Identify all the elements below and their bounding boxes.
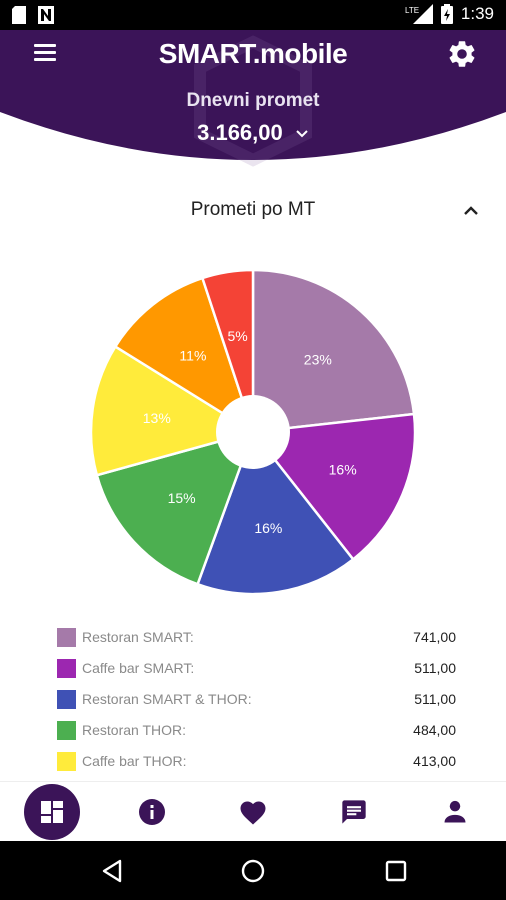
pie-slice[interactable] — [195, 429, 355, 596]
legend-item[interactable]: Caffe bar THOR: 413,00 — [0, 746, 506, 777]
person-icon — [444, 800, 466, 823]
back-triangle-icon — [102, 859, 122, 883]
svg-text:LTE: LTE — [405, 6, 419, 15]
bottom-navigation — [0, 781, 506, 841]
nav-messages-button[interactable] — [304, 782, 404, 842]
pie-slice-label: 13% — [143, 410, 171, 426]
legend-swatch — [57, 721, 76, 740]
chevron-up-icon[interactable] — [456, 196, 486, 226]
back-button[interactable] — [92, 853, 132, 889]
home-button[interactable] — [233, 853, 273, 889]
section-header: Prometi po MT — [0, 190, 506, 230]
pie-slice-label: 16% — [329, 462, 357, 478]
menu-bar — [34, 51, 56, 54]
pie-slice-label: 5% — [228, 328, 248, 344]
lte-signal-icon: LTE — [405, 4, 433, 24]
pie-slice-label: 23% — [304, 352, 332, 368]
pie-slice[interactable] — [200, 268, 255, 433]
nav-active-indicator — [24, 784, 80, 840]
legend-label: Caffe bar THOR: — [82, 753, 187, 769]
status-bar: LTE 1:39 — [0, 0, 506, 30]
notification-n-icon — [38, 6, 54, 24]
pie-slice-label: 16% — [254, 520, 282, 536]
legend-item[interactable]: Restoran SMART & THOR: 511,00 — [0, 684, 506, 715]
battery-charging-icon — [440, 4, 453, 24]
system-navigation-bar — [0, 841, 506, 900]
legend-item[interactable]: Caffe bar SMART: 511,00 — [0, 653, 506, 684]
home-circle-icon — [241, 859, 265, 883]
pie-slice[interactable] — [250, 412, 417, 562]
chat-icon — [342, 800, 366, 824]
legend-swatch — [57, 752, 76, 771]
legend-swatch — [57, 690, 76, 709]
legend-swatch — [57, 659, 76, 678]
legend-label: Caffe bar SMART: — [82, 660, 195, 676]
pie-slice-label: 11% — [179, 348, 206, 364]
legend-label: Restoran THOR: — [82, 722, 186, 738]
sd-card-icon — [12, 6, 26, 24]
legend-value: 413,00 — [413, 753, 456, 769]
legend-label: Restoran SMART & THOR: — [82, 691, 252, 707]
header-subtitle: Dnevni promet — [186, 90, 320, 111]
gear-icon[interactable] — [446, 38, 478, 70]
recents-square-icon — [385, 860, 407, 882]
recents-button[interactable] — [376, 853, 416, 889]
dashboard-icon — [41, 801, 63, 823]
pie-slice[interactable] — [89, 344, 257, 477]
app-title: SMART.mobile — [158, 38, 348, 69]
menu-bar — [34, 58, 56, 61]
pie-center-hole — [216, 395, 290, 469]
app-header: SMART.mobile Dnevni promet 3.166,00 — [0, 30, 506, 170]
section-title: Prometi po MT — [190, 199, 316, 220]
pie-chart: 23% 16% 16% 15% 13% 11% 5% — [89, 268, 417, 596]
legend-swatch — [57, 628, 76, 647]
daily-total-dropdown[interactable]: 3.166,00 — [0, 120, 506, 146]
info-icon — [139, 799, 165, 825]
nav-favorites-button[interactable] — [203, 782, 303, 842]
nav-dashboard-button[interactable] — [2, 782, 102, 842]
pie-slice[interactable] — [95, 430, 256, 586]
nav-profile-button[interactable] — [405, 782, 505, 842]
pie-slice-label: 15% — [168, 490, 196, 506]
menu-bar — [34, 44, 56, 47]
chevron-down-icon — [296, 130, 308, 138]
legend-item[interactable]: Restoran THOR: 484,00 — [0, 715, 506, 746]
legend-label: Restoran SMART: — [82, 629, 194, 645]
status-time: 1:39 — [460, 4, 494, 23]
legend-value: 511,00 — [414, 660, 456, 676]
legend-item[interactable]: Restoran SMART: 741,00 — [0, 622, 506, 653]
legend-value: 511,00 — [414, 691, 456, 707]
menu-button[interactable] — [26, 40, 64, 70]
header-background — [0, 30, 506, 167]
heart-icon — [240, 801, 266, 825]
pie-slice[interactable] — [251, 268, 416, 434]
legend-value: 484,00 — [413, 722, 456, 738]
daily-total-value: 3.166,00 — [197, 120, 283, 145]
legend-value: 741,00 — [413, 629, 456, 645]
pie-slice[interactable] — [113, 276, 256, 435]
nav-info-button[interactable] — [102, 782, 202, 842]
